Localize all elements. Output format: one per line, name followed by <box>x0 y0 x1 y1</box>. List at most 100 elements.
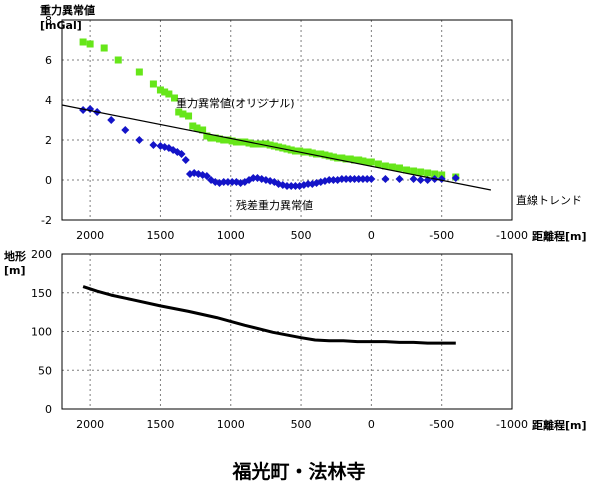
original-anomaly-point <box>296 147 304 155</box>
original-anomaly-point <box>266 141 274 149</box>
residual-anomaly-point <box>304 180 313 188</box>
original-anomaly-point <box>86 40 94 48</box>
x-axis-title: 距離程[m] <box>532 418 587 432</box>
original-anomaly-point <box>300 148 308 156</box>
linear-trend-line <box>61 104 492 191</box>
y-tick-label: 200 <box>31 248 52 261</box>
residual-anomaly-point <box>228 178 237 186</box>
original-anomaly-point <box>381 162 389 170</box>
original-anomaly-point <box>374 160 382 168</box>
residual-anomaly-point <box>451 174 460 182</box>
original-anomaly-point <box>175 108 183 116</box>
y-axis-unit: [mGal] <box>40 19 82 32</box>
original-anomaly-point <box>410 167 418 175</box>
residual-anomaly-point <box>86 105 95 113</box>
x-tick-label: 2000 <box>76 418 104 431</box>
original-anomaly-point <box>220 136 228 144</box>
original-anomaly-point <box>424 169 432 177</box>
residual-anomaly-point <box>395 175 404 183</box>
original-anomaly-point <box>346 155 354 163</box>
residual-anomaly-label: 残差重力異常値 <box>236 198 313 212</box>
x-tick-label: -1000 <box>496 418 528 431</box>
original-anomaly-point <box>351 156 358 164</box>
original-anomaly-point <box>317 150 325 158</box>
original-anomaly-point <box>325 152 333 160</box>
y-tick-label: 150 <box>31 287 52 300</box>
original-anomaly-point <box>237 138 245 146</box>
original-anomaly-point <box>431 170 439 178</box>
residual-anomaly-point <box>177 150 186 158</box>
residual-anomaly-point <box>354 175 363 183</box>
y-tick-label: 2 <box>45 134 52 147</box>
original-anomaly-point <box>189 122 197 130</box>
residual-anomaly-point <box>283 182 291 190</box>
original-anomaly-point <box>249 140 257 148</box>
y-tick-label: 100 <box>31 326 52 339</box>
original-anomaly-point <box>313 150 321 158</box>
y-axis-title: 重力異常値 <box>40 3 95 17</box>
x-tick-label: 0 <box>368 229 375 242</box>
residual-anomaly-point <box>249 174 258 182</box>
terrain-panel: 0 50 100 150 200 2000 1500 1000 500 0 -500 -1000 地形[… <box>4 248 587 432</box>
original-anomaly-point <box>245 139 253 147</box>
y-tick-label: 0 <box>45 174 52 187</box>
x-tick-label: -1000 <box>496 229 528 242</box>
original-anomaly-point <box>207 134 215 142</box>
residual-anomaly-point <box>291 182 300 190</box>
original-anomaly-point <box>334 154 342 162</box>
original-anomaly-point <box>161 88 169 96</box>
x-tick-label: 0 <box>368 418 375 431</box>
residual-anomaly-point <box>135 136 144 144</box>
original-anomaly-point <box>403 166 411 174</box>
residual-anomaly-point <box>79 106 88 114</box>
x-tick-label: 1500 <box>146 418 174 431</box>
original-anomaly-point <box>417 168 425 176</box>
figure-title: 福光町・法林寺 <box>231 460 365 483</box>
residual-anomaly-series <box>79 105 460 190</box>
original-anomaly-point <box>338 154 346 162</box>
residual-anomaly-point <box>121 126 130 134</box>
residual-anomaly-point <box>107 116 116 124</box>
original-anomaly-point <box>279 144 287 152</box>
x-tick-label: 1500 <box>146 229 174 242</box>
x-tick-label: -500 <box>429 229 454 242</box>
original-anomaly-point <box>149 80 157 88</box>
original-anomaly-point <box>367 158 375 166</box>
residual-anomaly-point <box>346 175 355 183</box>
original-anomaly-point <box>232 138 240 146</box>
y-tick-label: -2 <box>41 214 52 227</box>
original-anomaly-point <box>156 86 164 94</box>
original-anomaly-point <box>363 158 371 166</box>
terrain-profile-line <box>82 285 456 345</box>
residual-anomaly-point <box>363 175 372 183</box>
y-tick-label: 8 <box>45 14 52 27</box>
residual-anomaly-point <box>350 175 359 183</box>
original-anomaly-point <box>114 56 122 64</box>
y-tick-label: 6 <box>45 54 52 67</box>
original-anomaly-point <box>388 163 396 171</box>
original-anomaly-point <box>171 94 178 102</box>
y-axis-title: 地形 <box>4 249 26 263</box>
residual-anomaly-point <box>381 175 390 183</box>
original-anomaly-point <box>308 149 316 157</box>
residual-anomaly-point <box>325 176 334 184</box>
x-tick-label: 500 <box>291 418 312 431</box>
original-anomaly-point <box>270 142 278 150</box>
x-tick-label: -500 <box>429 418 454 431</box>
x-tick-label: 500 <box>291 229 312 242</box>
residual-anomaly-point <box>416 176 425 184</box>
original-anomaly-point <box>355 156 363 164</box>
residual-anomaly-point <box>337 175 346 183</box>
original-anomaly-point <box>342 155 350 163</box>
trend-line-label: 直線トレンド <box>516 193 582 207</box>
original-anomaly-point <box>135 68 143 76</box>
original-anomaly-point <box>193 124 201 132</box>
original-anomaly-point <box>262 140 270 148</box>
original-anomaly-point <box>396 164 403 172</box>
residual-anomaly-point <box>223 178 232 186</box>
original-anomaly-point <box>79 38 87 46</box>
original-anomaly-point <box>211 134 219 142</box>
original-anomaly-point <box>241 138 249 146</box>
gravity-anomaly-panel: -2 0 2 4 6 8 2000 1500 1000 500 0 -500 -1000 重力異常値 [mG… <box>40 3 587 243</box>
